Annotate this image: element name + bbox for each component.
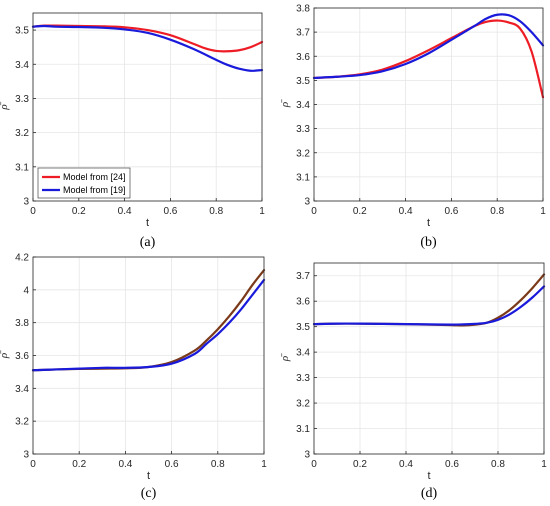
x-tick-label: 0.4 <box>118 459 132 470</box>
panel-label: (d) <box>421 486 438 501</box>
x-tick-label: 0.8 <box>491 459 505 470</box>
x-tick-label: 1 <box>541 459 547 470</box>
chart-panel-2: 0 0.2 0.4 0.6 0.8 1 3 3.1 3.2 3.3 3.4 3.5 3.6 3.7 3.8 t… <box>279 4 546 251</box>
legend-box <box>37 167 131 199</box>
axes-frame <box>313 262 545 455</box>
x-tick-label: 1 <box>261 459 267 470</box>
x-tick-label: 0 <box>311 206 317 217</box>
y-tick-label: 3.5 <box>15 26 29 37</box>
x-tick-label: 0.4 <box>399 459 413 470</box>
x-tick-label: 0.6 <box>163 206 177 217</box>
x-tick-label: 0.6 <box>444 206 458 217</box>
x-axis-label: t <box>427 217 430 229</box>
y-tick-label: 3.8 <box>296 4 310 15</box>
y-axis-label: ρ̄ <box>279 99 291 108</box>
x-tick-label: 0.6 <box>445 459 459 470</box>
y-tick-label: 3.6 <box>15 351 29 362</box>
x-tick-label: 0.2 <box>353 459 367 470</box>
y-axis-label: ρ̄ <box>0 350 10 359</box>
chart-panel-3: 0 0.2 0.4 0.6 0.8 1 3 3.2 3.4 3.6 3.8 4 4.2 t ρ̄ (c) <box>0 253 267 502</box>
y-tick-label: 4 <box>23 285 29 296</box>
y-tick-label: 3 <box>304 197 310 208</box>
plot-area <box>314 263 544 454</box>
chart-panel-1: 0 0.2 0.4 0.6 0.8 1 3 3.1 3.2 3.3 3.4 3.5 t ρ̄ (a) Mode… <box>0 12 265 250</box>
y-tick-label: 3.5 <box>296 322 310 333</box>
legend-label: Model from [19] <box>63 185 126 195</box>
x-tick-label: 0 <box>30 206 36 217</box>
series-line-2 <box>31 24 264 72</box>
y-tick-label: 3.4 <box>296 348 310 359</box>
y-tick-label: 4.2 <box>15 253 29 264</box>
y-tick-label: 3 <box>304 450 310 461</box>
panel-label: (a) <box>140 235 156 250</box>
x-tick-label: 1 <box>259 206 265 217</box>
legend: Model from [24] Model from [19] <box>37 167 131 199</box>
y-tick-label: 3.3 <box>296 373 310 384</box>
x-tick-label: 0 <box>311 459 317 470</box>
y-tick-label: 3.3 <box>296 124 310 135</box>
series-line-2 <box>312 13 545 80</box>
x-tick-label: 0.4 <box>399 206 413 217</box>
x-tick-label: 0.8 <box>490 206 504 217</box>
x-axis-label: t <box>146 217 149 229</box>
y-tick-label: 3.8 <box>15 318 29 329</box>
x-axis-label: t <box>147 470 150 482</box>
y-tick-label: 3.1 <box>296 424 310 435</box>
y-tick-label: 3.7 <box>296 28 310 39</box>
y-tick-label: 3.2 <box>296 399 310 410</box>
y-tick-label: 3.3 <box>15 94 29 105</box>
x-tick-label: 0.8 <box>209 206 223 217</box>
panel-label: (c) <box>141 486 157 501</box>
x-tick-label: 0.2 <box>72 206 86 217</box>
y-tick-label: 3.4 <box>15 60 29 71</box>
y-tick-label: 3.2 <box>296 148 310 159</box>
series-line-2 <box>312 285 546 326</box>
axes-frame <box>32 12 263 202</box>
y-tick-label: 3.5 <box>296 76 310 87</box>
y-tick-label: 3 <box>23 197 29 208</box>
legend-label: Model from [24] <box>63 172 126 182</box>
x-tick-label: 0.4 <box>118 206 132 217</box>
x-tick-label: 0.8 <box>211 459 225 470</box>
y-tick-label: 3.4 <box>15 384 29 395</box>
y-tick-label: 3.6 <box>296 297 310 308</box>
y-tick-label: 3.2 <box>15 417 29 428</box>
x-tick-label: 0.6 <box>165 459 179 470</box>
x-tick-label: 0.2 <box>353 206 367 217</box>
y-tick-label: 3.1 <box>15 162 29 173</box>
y-tick-label: 3.7 <box>296 271 310 282</box>
y-tick-label: 3.2 <box>15 128 29 139</box>
y-tick-label: 3.1 <box>296 172 310 183</box>
x-tick-label: 0.2 <box>72 459 86 470</box>
y-axis-label: ρ̄ <box>279 353 291 362</box>
y-axis-label: ρ̄ <box>0 101 10 110</box>
series-line-2 <box>31 278 266 372</box>
y-tick-label: 3.6 <box>296 52 310 63</box>
x-tick-label: 1 <box>540 206 546 217</box>
x-tick-label: 0 <box>30 459 36 470</box>
x-axis-label: t <box>427 470 430 482</box>
y-tick-label: 3.4 <box>296 100 310 111</box>
y-tick-label: 3 <box>23 450 29 461</box>
panel-label: (b) <box>420 235 437 250</box>
chart-panel-4: 0 0.2 0.4 0.6 0.8 1 3 3.1 3.2 3.3 3.4 3.5 3.6 3.7 t ρ̄ (… <box>279 262 547 501</box>
